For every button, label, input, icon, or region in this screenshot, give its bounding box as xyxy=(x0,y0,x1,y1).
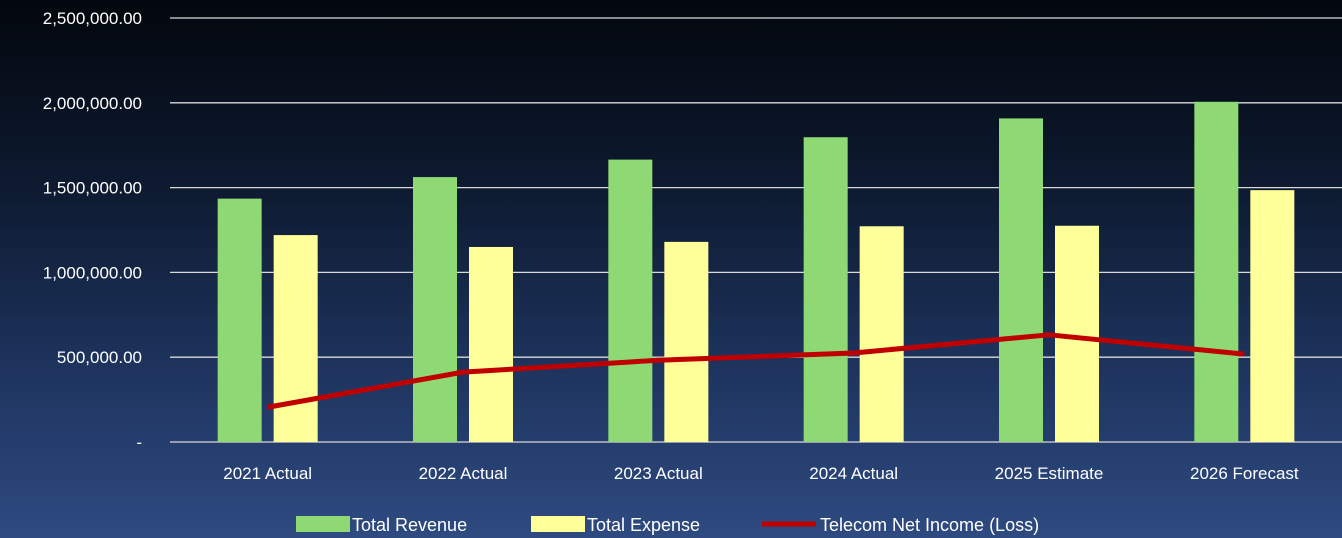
legend-label: Telecom Net Income (Loss) xyxy=(820,515,1039,535)
bar-total-expense xyxy=(859,226,904,442)
bar-total-revenue xyxy=(608,159,653,442)
legend-swatch xyxy=(296,516,350,532)
legend-swatch xyxy=(531,516,585,532)
legend-label: Total Revenue xyxy=(352,515,467,535)
y-axis-tick-labels: - 500,000.00 1,000,000.00 1,500,000.00 2,000… xyxy=(43,9,142,452)
y-tick-label: 1,500,000.00 xyxy=(43,179,142,198)
bar-total-expense xyxy=(664,241,709,442)
bar-total-revenue xyxy=(413,177,457,443)
y-tick-label: 2,000,000.00 xyxy=(43,94,142,113)
x-tick-label: 2022 Actual xyxy=(419,464,508,483)
bar-total-revenue xyxy=(1194,101,1239,442)
line-series xyxy=(267,332,1245,410)
x-tick-label: 2024 Actual xyxy=(809,464,898,483)
line-net-income xyxy=(267,332,1245,410)
bar-total-expense xyxy=(273,235,318,442)
y-tick-label: 1,000,000.00 xyxy=(43,263,142,282)
x-tick-label: 2023 Actual xyxy=(614,464,703,483)
y-tick-label: 2,500,000.00 xyxy=(43,9,142,28)
x-tick-label: 2026 Forecast xyxy=(1190,464,1299,483)
bar-total-revenue xyxy=(803,137,848,442)
legend-label: Total Expense xyxy=(587,515,700,535)
bar-total-expense xyxy=(469,246,513,442)
legend: Total Revenue Total Expense Telecom Net In… xyxy=(296,515,1039,535)
x-tick-label: 2021 Actual xyxy=(223,464,312,483)
y-tick-label: - xyxy=(136,433,142,452)
x-axis-tick-labels: 2021 Actual 2022 Actual 2023 Actual 2024 Ac… xyxy=(223,464,1299,483)
bar-series xyxy=(217,101,1295,443)
bar-total-revenue xyxy=(217,198,262,442)
y-tick-label: 500,000.00 xyxy=(57,348,142,367)
bar-total-expense xyxy=(1250,190,1295,442)
gridlines xyxy=(170,17,1342,443)
bar-total-revenue xyxy=(999,118,1043,442)
x-tick-label: 2025 Estimate xyxy=(995,464,1104,483)
